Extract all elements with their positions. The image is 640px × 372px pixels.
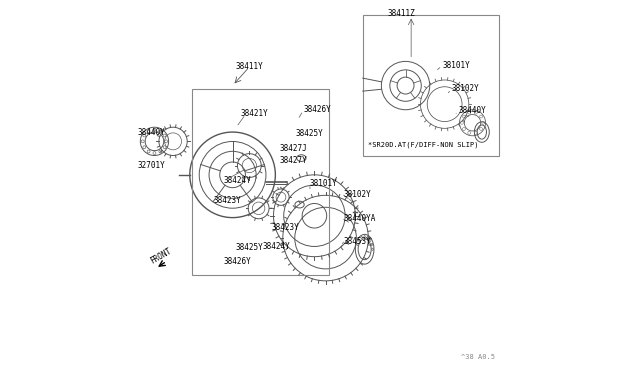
Text: 38423Y: 38423Y bbox=[214, 196, 242, 205]
Text: 38453Y: 38453Y bbox=[344, 237, 371, 246]
Text: 38425Y: 38425Y bbox=[235, 243, 263, 252]
Text: 38411Z: 38411Z bbox=[388, 9, 416, 17]
Text: 38101Y: 38101Y bbox=[442, 61, 470, 70]
Text: 38102Y: 38102Y bbox=[344, 190, 371, 199]
Text: *SR20D.AT(F/DIFF-NON SLIP): *SR20D.AT(F/DIFF-NON SLIP) bbox=[367, 141, 478, 148]
Text: 38421Y: 38421Y bbox=[240, 109, 268, 118]
Text: 38440Y: 38440Y bbox=[458, 106, 486, 115]
Text: FRONT: FRONT bbox=[148, 246, 173, 266]
Text: 38424Y: 38424Y bbox=[262, 242, 290, 251]
Text: 38426Y: 38426Y bbox=[303, 105, 331, 114]
Text: 38440YA: 38440YA bbox=[344, 214, 376, 223]
Text: 38426Y: 38426Y bbox=[223, 257, 251, 266]
Text: 38411Y: 38411Y bbox=[236, 62, 263, 71]
Text: 38427Y: 38427Y bbox=[279, 156, 307, 165]
Text: 38440Y: 38440Y bbox=[138, 128, 166, 137]
Text: 32701Y: 32701Y bbox=[138, 161, 166, 170]
Bar bbox=[363, 15, 499, 156]
Text: 38425Y: 38425Y bbox=[296, 129, 324, 138]
Text: 38424Y: 38424Y bbox=[223, 176, 251, 185]
Text: 38102Y: 38102Y bbox=[451, 84, 479, 93]
Text: ^38 A0.5: ^38 A0.5 bbox=[461, 354, 495, 360]
Text: 38423Y: 38423Y bbox=[271, 223, 300, 232]
Text: 38427J: 38427J bbox=[279, 144, 307, 153]
Text: 38101Y: 38101Y bbox=[310, 179, 338, 187]
